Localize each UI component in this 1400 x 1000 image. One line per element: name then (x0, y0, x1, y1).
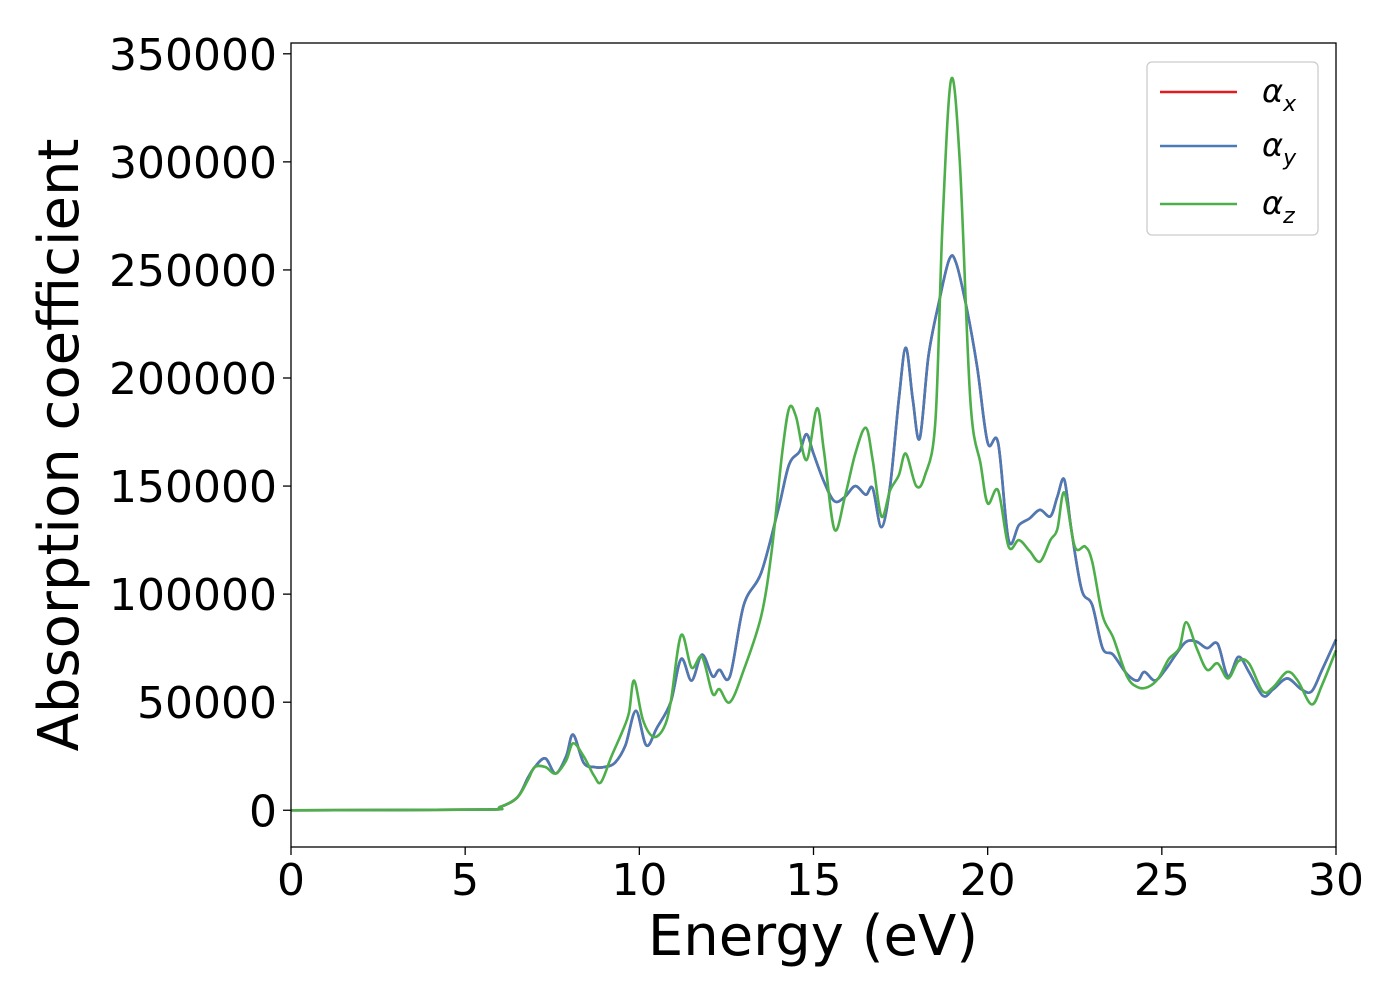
y-tick-label: 50000 (137, 678, 277, 729)
x-tick-label: 25 (1134, 855, 1190, 906)
series-layer (290, 76, 1338, 812)
legend-label-z: αz (1262, 184, 1295, 229)
x-tick-label: 15 (786, 855, 842, 906)
x-axis: 0 5 10 15 20 25 30 (277, 847, 1364, 906)
series-line-y (290, 254, 1338, 812)
x-axis-title: Energy (eV) (648, 904, 978, 969)
y-tick-label: 250000 (109, 246, 277, 297)
y-axis-title: Absorption coefficient (27, 139, 92, 752)
y-tick-label: 0 (249, 786, 277, 837)
legend-entry-y: αy (1160, 126, 1297, 171)
legend-label-x: αx (1262, 72, 1297, 117)
legend-entry-z: αz (1160, 184, 1295, 229)
legend: αx αy αz (1146, 61, 1319, 236)
x-tick-label: 0 (277, 855, 305, 906)
y-tick-label: 350000 (109, 30, 277, 81)
series-line-x (290, 254, 1338, 812)
y-axis: 0 50000 100000 150000 200000 250000 300000 3500… (109, 30, 291, 837)
legend-entry-x: αx (1160, 72, 1297, 117)
x-tick-label: 30 (1308, 855, 1364, 906)
x-tick-label: 20 (960, 855, 1016, 906)
legend-frame (1146, 61, 1319, 236)
legend-label-y: αy (1262, 126, 1297, 171)
y-tick-label: 200000 (109, 354, 277, 405)
x-tick-label: 10 (611, 855, 667, 906)
series-line-z (290, 76, 1338, 812)
y-tick-label: 300000 (109, 138, 277, 189)
y-tick-label: 150000 (109, 462, 277, 513)
x-tick-label: 5 (451, 855, 479, 906)
y-tick-label: 100000 (109, 570, 277, 621)
